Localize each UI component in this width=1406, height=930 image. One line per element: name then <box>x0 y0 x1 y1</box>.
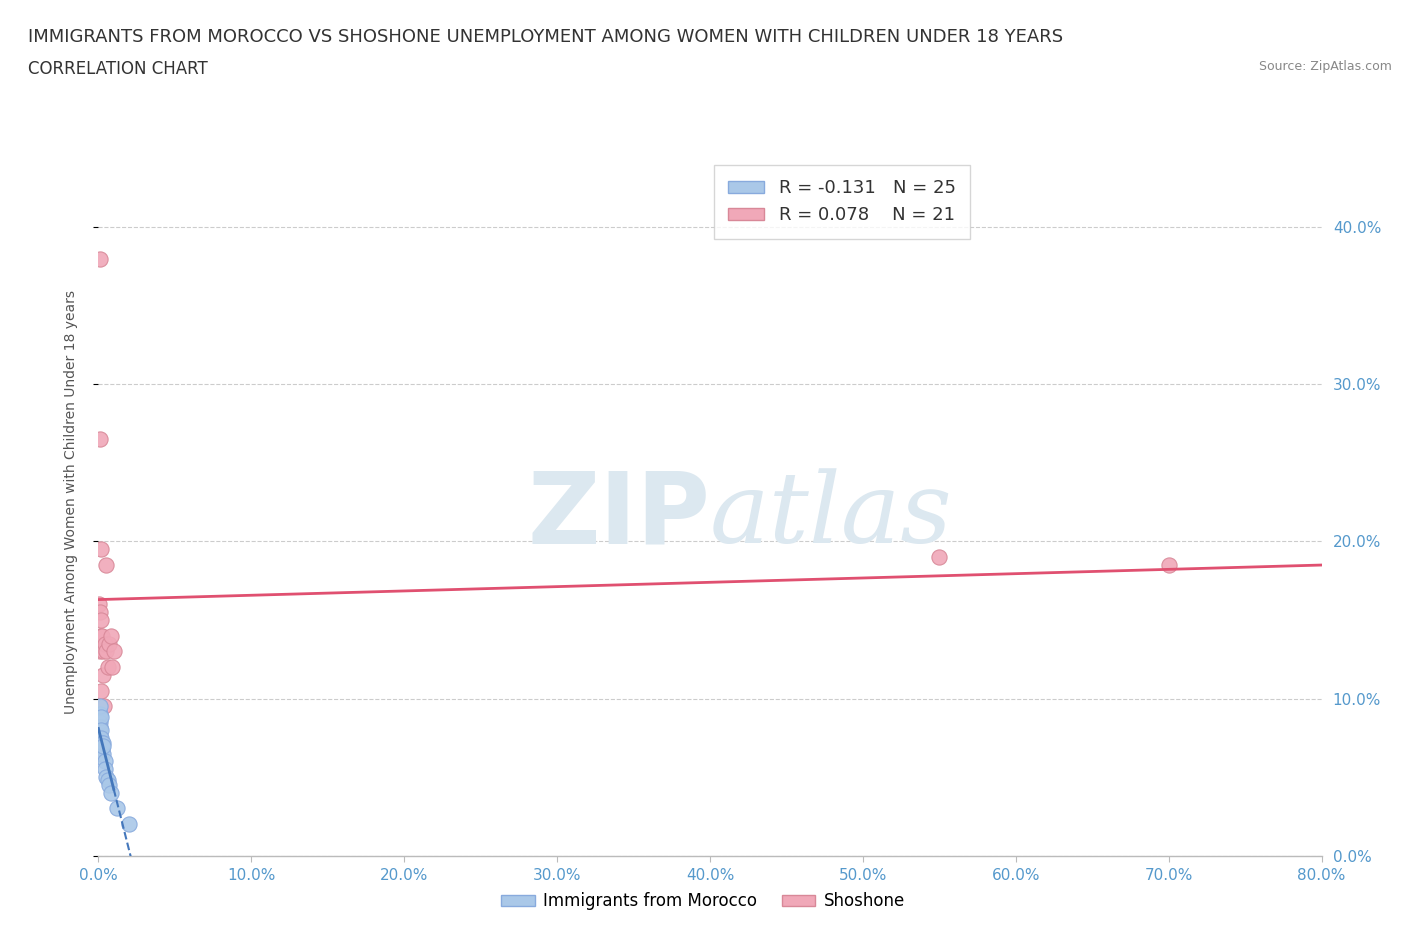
Point <box>98 636 121 651</box>
Point <box>91 741 114 756</box>
Point <box>94 770 117 785</box>
Point <box>89 714 111 729</box>
Point <box>93 636 115 651</box>
Point <box>89 729 111 744</box>
Point <box>100 785 122 800</box>
Point <box>89 730 111 745</box>
Y-axis label: Unemployment Among Women with Children Under 18 years: Unemployment Among Women with Children U… <box>63 290 77 714</box>
Point <box>91 644 114 658</box>
Point <box>89 707 111 722</box>
Point <box>89 644 111 658</box>
Point <box>94 644 117 658</box>
Point <box>91 738 114 753</box>
Text: CORRELATION CHART: CORRELATION CHART <box>28 60 208 78</box>
Point <box>90 730 112 745</box>
Point <box>89 604 111 619</box>
Point <box>90 746 112 761</box>
Point <box>90 723 112 737</box>
Point <box>91 629 114 644</box>
Point <box>97 659 120 674</box>
Point <box>100 629 122 644</box>
Text: ZIP: ZIP <box>527 468 710 565</box>
Point <box>103 644 125 658</box>
Legend: Immigrants from Morocco, Shoshone: Immigrants from Morocco, Shoshone <box>495 885 911 917</box>
Point <box>91 735 114 750</box>
Point <box>89 597 111 612</box>
Point <box>91 668 114 683</box>
Point <box>89 432 111 446</box>
Point <box>91 746 114 761</box>
Point <box>90 735 112 750</box>
Text: Source: ZipAtlas.com: Source: ZipAtlas.com <box>1258 60 1392 73</box>
Point <box>89 629 111 644</box>
Point <box>90 738 112 753</box>
Point <box>89 720 111 735</box>
Point <box>118 817 141 831</box>
Point <box>1157 558 1180 573</box>
Point <box>93 754 115 769</box>
Text: IMMIGRANTS FROM MOROCCO VS SHOSHONE UNEMPLOYMENT AMONG WOMEN WITH CHILDREN UNDER: IMMIGRANTS FROM MOROCCO VS SHOSHONE UNEM… <box>28 28 1063 46</box>
Point <box>97 773 120 788</box>
Legend: R = -0.131   N = 25, R = 0.078    N = 21: R = -0.131 N = 25, R = 0.078 N = 21 <box>714 165 970 239</box>
Point <box>90 710 112 724</box>
Point <box>89 699 111 714</box>
Point <box>928 550 950 565</box>
Point <box>101 659 124 674</box>
Point <box>98 777 121 792</box>
Point <box>90 629 112 644</box>
Point <box>93 762 115 777</box>
Point <box>89 251 111 266</box>
Point <box>93 699 115 714</box>
Point <box>105 801 128 816</box>
Text: atlas: atlas <box>710 469 953 564</box>
Point <box>90 613 112 628</box>
Point <box>90 684 112 698</box>
Point <box>89 723 111 737</box>
Point <box>94 558 117 573</box>
Point <box>90 542 112 557</box>
